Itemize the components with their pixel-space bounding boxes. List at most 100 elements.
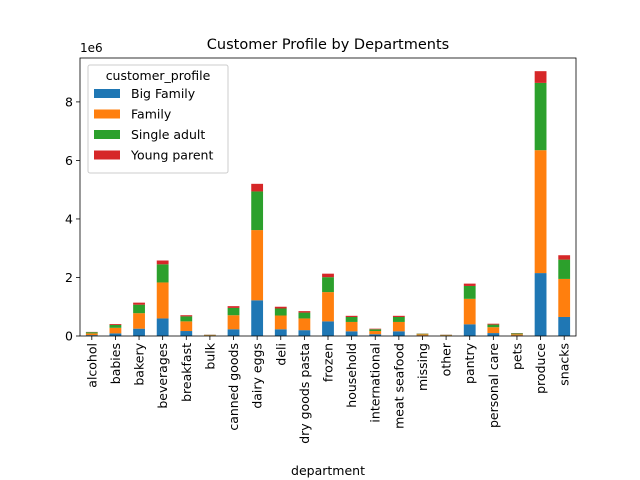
bar-big-family-international	[369, 334, 382, 336]
bar-young-parent-household	[345, 315, 358, 317]
x-tick-label: other	[439, 342, 454, 376]
bar-young-parent-international	[369, 328, 382, 330]
bar-young-parent-pantry	[463, 283, 476, 286]
bar-big-family-dairy-eggs	[251, 300, 264, 336]
bar-family-personal-care	[487, 327, 500, 334]
chart-title: Customer Profile by Departments	[207, 37, 449, 53]
bar-single-adult-meat-seafood	[392, 316, 405, 322]
bar-young-parent-breakfast	[180, 315, 193, 317]
bar-family-international	[369, 331, 382, 335]
bar-family-dry-goods-pasta	[298, 318, 311, 331]
x-tick-label: breakfast	[179, 343, 194, 402]
bar-family-meat-seafood	[392, 321, 405, 332]
y-offset-label: 1e6	[80, 41, 103, 55]
bar-big-family-dry-goods-pasta	[298, 330, 311, 336]
y-tick-label: 0	[65, 329, 73, 344]
bar-big-family-bakery	[133, 328, 145, 336]
bar-family-beverages	[156, 282, 169, 319]
y-tick-label: 4	[65, 211, 73, 226]
bar-single-adult-pets	[511, 333, 523, 335]
bar-young-parent-produce	[534, 71, 547, 83]
bar-family-canned-goods	[227, 315, 240, 330]
bar-big-family-pantry	[463, 324, 476, 336]
x-tick-label: international	[368, 343, 383, 423]
y-tick-label: 6	[65, 153, 73, 168]
x-tick-label: household	[344, 343, 359, 408]
x-axis: alcohol babies bakery beverages breakfast bul…	[84, 336, 572, 444]
legend-swatch-big-family	[94, 89, 120, 98]
y-tick-label: 2	[65, 270, 73, 285]
bar-single-adult-canned-goods	[227, 307, 240, 316]
legend-swatch-young-parent	[94, 150, 120, 160]
x-tick-label: personal care	[486, 343, 501, 428]
bar-big-family-deli	[274, 329, 287, 336]
bar-big-family-breakfast	[180, 331, 193, 336]
bar-single-adult-deli	[274, 308, 287, 316]
legend-box	[87, 64, 229, 174]
x-tick-label: bulk	[202, 342, 217, 369]
bar-big-family-beverages	[156, 318, 169, 336]
legend: customer_profile Big Family Family Single …	[87, 64, 229, 174]
bar-family-snacks	[558, 278, 571, 317]
bar-single-adult-bakery	[133, 304, 145, 314]
bar-young-parent-meat-seafood	[392, 315, 405, 317]
bar-big-family-meat-seafood	[392, 331, 405, 336]
bar-family-produce	[534, 150, 547, 274]
bar-family-breakfast	[180, 321, 193, 332]
bar-family-missing	[416, 334, 429, 336]
bar-big-family-frozen	[322, 321, 334, 336]
bar-family-pantry	[463, 298, 476, 325]
bar-single-adult-pantry	[463, 285, 476, 299]
bar-young-parent-babies	[109, 324, 122, 325]
bar-single-adult-dry-goods-pasta	[298, 312, 311, 319]
bar-single-adult-produce	[534, 82, 547, 151]
legend-swatch-family	[94, 109, 120, 119]
bar-young-parent-personal-care	[487, 323, 500, 325]
legend-title: customer_profile	[106, 68, 211, 83]
bar-single-adult-breakfast	[180, 316, 193, 322]
x-tick-label: pets	[509, 343, 524, 370]
legend-label: Single adult	[131, 127, 205, 142]
bar-family-alcohol	[85, 333, 98, 336]
x-axis-label: department	[291, 463, 365, 478]
x-tick-label: dairy eggs	[250, 343, 265, 409]
bar-young-parent-dairy-eggs	[251, 183, 264, 192]
x-tick-label: bakery	[132, 342, 147, 385]
bar-family-dairy-eggs	[251, 230, 264, 301]
bar-big-family-personal-care	[487, 333, 500, 336]
bar-single-adult-household	[345, 316, 358, 322]
legend-label: Big Family	[131, 86, 196, 101]
bar-family-babies	[109, 327, 122, 334]
x-tick-label: snacks	[557, 343, 572, 386]
x-tick-label: beverages	[155, 343, 170, 409]
x-tick-label: missing	[415, 343, 430, 391]
bar-single-adult-personal-care	[487, 324, 500, 328]
bar-family-pets	[511, 334, 523, 336]
bar-family-other	[440, 335, 452, 336]
bar-young-parent-deli	[274, 306, 287, 309]
bar-young-parent-canned-goods	[227, 306, 240, 308]
y-axis: 0 2 4 6 8	[65, 94, 80, 344]
bar-single-adult-beverages	[156, 264, 169, 283]
bar-single-adult-missing	[416, 333, 429, 335]
bar-big-family-produce	[534, 273, 547, 336]
bar-young-parent-frozen	[322, 273, 334, 278]
x-tick-label: babies	[108, 343, 123, 384]
bar-single-adult-snacks	[558, 259, 571, 279]
bar-big-family-canned-goods	[227, 329, 240, 336]
bar-family-bulk	[204, 335, 216, 336]
x-tick-label: alcohol	[84, 343, 99, 388]
bar-single-adult-international	[369, 329, 382, 332]
bar-family-deli	[274, 315, 287, 330]
x-tick-label: deli	[273, 343, 288, 366]
bar-family-household	[345, 321, 358, 332]
legend-label: Family	[131, 107, 172, 122]
x-tick-label: meat seafood	[391, 343, 406, 429]
legend-swatch-single-adult	[94, 130, 120, 139]
x-tick-label: produce	[533, 343, 548, 394]
bar-young-parent-snacks	[558, 255, 571, 260]
bar-young-parent-bakery	[133, 302, 145, 305]
bar-family-frozen	[322, 292, 334, 322]
y-tick-label: 8	[65, 94, 73, 109]
